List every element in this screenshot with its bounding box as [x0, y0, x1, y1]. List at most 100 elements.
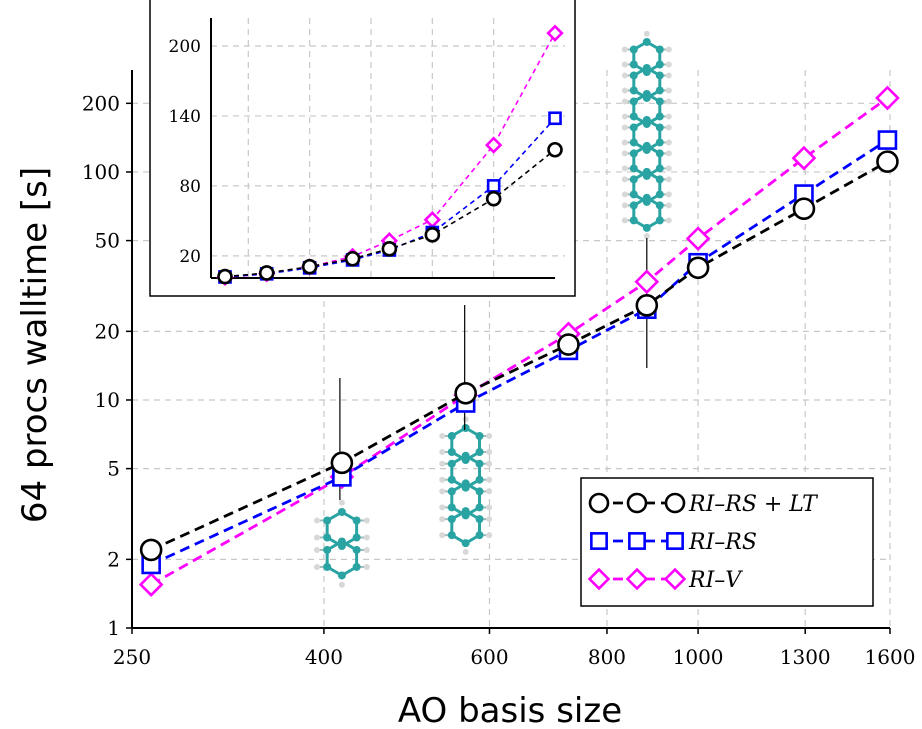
- y-tick-label: 50: [95, 229, 120, 253]
- carbon-atom: [642, 167, 651, 176]
- carbon-atom: [655, 71, 664, 80]
- data-point-circle: [557, 333, 580, 356]
- carbon-atom: [655, 201, 664, 210]
- legend-entry: RI–RS: [590, 530, 757, 555]
- data-point-circle: [330, 451, 354, 475]
- carbon-atom: [461, 479, 470, 488]
- hydrogen-atom: [439, 516, 446, 523]
- data-point-square: [628, 532, 646, 550]
- x-tick-label: 400: [305, 645, 343, 669]
- hydrogen-atom: [665, 61, 672, 68]
- data-point-circle: [686, 256, 710, 280]
- carbon-atom: [323, 562, 332, 571]
- carbon-atom: [475, 432, 484, 440]
- inset-frame: [149, 0, 576, 297]
- hydrogen-atom: [665, 87, 672, 94]
- carbon-atom: [655, 45, 664, 54]
- carbon-atom: [629, 86, 638, 95]
- carbon-atom: [655, 164, 664, 173]
- data-point-circle: [454, 381, 477, 405]
- carbon-atom: [642, 63, 651, 72]
- x-tick-label: 800: [588, 645, 626, 669]
- carbon-atom: [475, 459, 484, 468]
- carbon-atom: [461, 539, 470, 548]
- carbon-atom: [337, 508, 346, 516]
- inset-y-tick-label: 80: [179, 177, 201, 197]
- carbon-atom: [323, 516, 332, 525]
- series-line: [150, 138, 889, 566]
- tetracene-icon: [439, 416, 493, 555]
- x-tick-label: 250: [113, 645, 151, 669]
- carbon-atom: [642, 193, 651, 202]
- hydrogen-atom: [621, 150, 628, 157]
- legend-label: RI–V: [688, 568, 743, 593]
- hydrogen-atom: [665, 202, 672, 209]
- hydrogen-atom: [338, 499, 345, 506]
- hydrogen-atom: [439, 460, 446, 467]
- carbon-atom: [629, 164, 638, 173]
- series-line: [150, 160, 889, 552]
- hydrogen-atom: [621, 61, 628, 68]
- hydrogen-atom: [621, 46, 628, 53]
- x-tick-labels: 250 400 600 800 1000 1300 1600: [113, 628, 915, 669]
- inset-y-tick-label: 20: [179, 247, 201, 267]
- y-axis-label: 64 procs walltime [s]: [15, 167, 55, 523]
- carbon-atom: [447, 503, 456, 512]
- data-point-circle: [258, 265, 275, 281]
- data-point-diamond: [587, 567, 611, 591]
- data-point-diamond: [625, 567, 649, 591]
- data-point-circle: [139, 538, 163, 562]
- carbon-atom: [655, 123, 664, 132]
- carbon-atom: [352, 533, 361, 542]
- data-point-circle: [424, 227, 441, 243]
- data-point-circle: [792, 197, 816, 221]
- carbon-atom: [629, 60, 638, 69]
- hydrogen-atom: [486, 488, 493, 495]
- carbon-atom: [461, 424, 470, 432]
- carbon-atom: [629, 45, 638, 54]
- carbon-atom: [475, 503, 484, 512]
- hydrogen-atom: [462, 416, 469, 423]
- y-tick-label: 100: [82, 160, 120, 184]
- carbon-atom: [337, 537, 346, 546]
- carbon-atom: [642, 38, 651, 46]
- data-point-circle: [635, 294, 659, 317]
- hydrogen-atom: [439, 488, 446, 495]
- data-point-diamond: [484, 136, 503, 154]
- carbon-atom: [629, 123, 638, 132]
- hydrogen-atom: [439, 504, 446, 511]
- carbon-atom: [655, 112, 664, 121]
- data-point-diamond: [685, 226, 711, 251]
- hydrogen-atom: [338, 581, 345, 588]
- hydrogen-atom: [621, 191, 628, 198]
- hydrogen-atom: [486, 476, 493, 483]
- carbon-atom: [475, 531, 484, 540]
- data-point-circle: [626, 492, 648, 514]
- carbon-atom: [629, 149, 638, 158]
- data-point-circle: [301, 258, 318, 275]
- y-tick-labels: 1 2 5 10 20 50 100 200: [82, 91, 132, 640]
- hydrogen-atom: [363, 517, 370, 524]
- carbon-atom: [447, 531, 456, 540]
- carbon-atom: [475, 515, 484, 524]
- hydrogen-atom: [313, 517, 320, 524]
- main-series: [138, 85, 900, 597]
- legend-entry: RI–RS + LT: [588, 492, 819, 517]
- inset-chart: 20 80 140 200: [149, 0, 576, 297]
- heptacene-icon: [621, 30, 672, 240]
- hydrogen-atom: [643, 30, 650, 37]
- carbon-atom: [447, 432, 456, 440]
- data-point-square: [548, 111, 562, 126]
- hydrogen-atom: [621, 98, 628, 105]
- y-tick-label: 20: [95, 319, 120, 343]
- hydrogen-atom: [665, 217, 672, 224]
- hydrogen-atom: [621, 87, 628, 94]
- x-tick-label: 1300: [780, 645, 831, 669]
- carbon-atom: [655, 138, 664, 147]
- hydrogen-atom: [439, 433, 446, 439]
- carbon-atom: [337, 571, 346, 580]
- series-diamond: [138, 85, 900, 597]
- inset-y-tick-label: 140: [169, 107, 201, 127]
- hydrogen-atom: [462, 548, 469, 555]
